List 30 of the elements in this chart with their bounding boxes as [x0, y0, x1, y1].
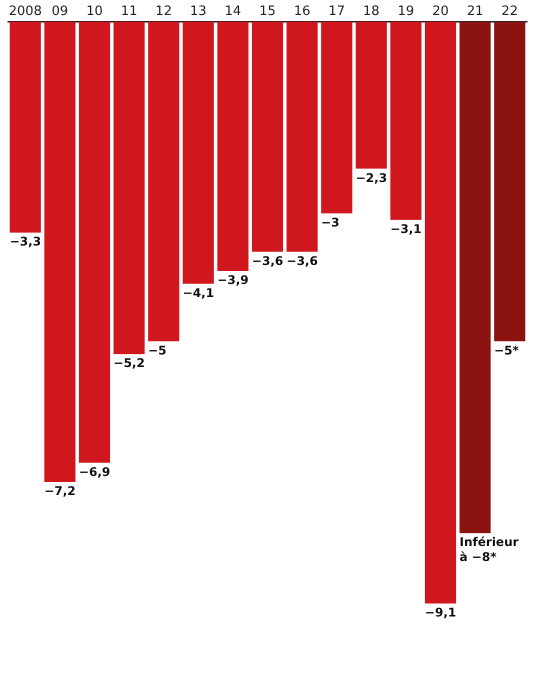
data-label: −3 [321, 216, 340, 230]
data-label: −4,1 [182, 286, 214, 300]
data-label: −3,1 [390, 222, 422, 236]
x-tick-label: 15 [259, 4, 276, 20]
data-label: −3,3 [10, 234, 42, 249]
x-tick-label: 2008 [8, 4, 42, 20]
x-tick-label: 18 [363, 4, 380, 20]
data-label: −2,3 [356, 170, 388, 185]
data-label: −5 [148, 343, 167, 358]
x-tick-label: 09 [52, 4, 68, 20]
data-label: −3,6 [286, 254, 318, 268]
data-label: −7,2 [44, 484, 76, 498]
data-label: Inférieur à −8* [460, 535, 519, 564]
data-label: −6,9 [78, 464, 110, 479]
x-tick-label: 13 [190, 4, 207, 20]
x-tick-label: 17 [328, 4, 345, 20]
x-tick-label: 16 [294, 4, 310, 20]
x-tick-label: 12 [155, 4, 172, 20]
x-tick-label: 10 [86, 4, 103, 20]
data-label: −5* [494, 343, 520, 358]
x-tick-label: 21 [466, 4, 484, 20]
x-tick-label: 20 [432, 4, 449, 20]
x-tick-label: 19 [398, 4, 414, 20]
x-tick-label: 22 [501, 4, 518, 20]
data-label: −3,9 [217, 273, 249, 288]
data-label: −5,2 [114, 356, 145, 370]
x-tick-label: 14 [224, 4, 242, 20]
data-label: −9,1 [424, 606, 456, 620]
data-label: −3,6 [252, 254, 284, 268]
x-tick-label: 11 [120, 4, 138, 20]
